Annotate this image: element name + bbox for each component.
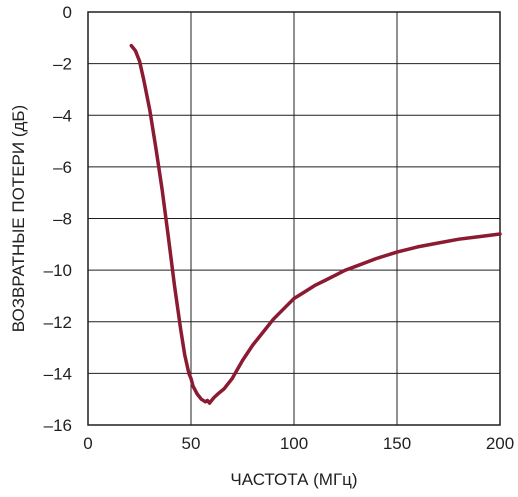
y-tick-label: –8 <box>53 210 72 229</box>
series-line-0 <box>129 43 502 405</box>
x-tick-label: 200 <box>486 434 514 453</box>
y-tick-label: –14 <box>44 364 72 383</box>
x-tick-label: 100 <box>280 434 308 453</box>
grid <box>87 11 501 426</box>
x-tick-label: 50 <box>182 434 201 453</box>
x-axis-title: ЧАСТОТА (МГц) <box>230 470 357 489</box>
y-axis-title: ВОЗВРАТНЫЕ ПОТЕРИ (дБ) <box>9 105 28 332</box>
y-tick-label: –6 <box>53 158 72 177</box>
x-tick-label: 0 <box>83 434 92 453</box>
y-tick-label: –4 <box>53 106 72 125</box>
y-tick-label: 0 <box>63 3 72 22</box>
y-tick-label: –16 <box>44 416 72 435</box>
y-tick-label: –12 <box>44 313 72 332</box>
x-tick-label: 150 <box>383 434 411 453</box>
x-tick-labels: 0 50 100 150 200 <box>83 434 514 453</box>
plot-frame <box>87 11 501 426</box>
y-tick-labels: 0 –2 –4 –6 –8 –10 –12 –14 –16 <box>44 3 72 435</box>
y-tick-label: –2 <box>53 55 72 74</box>
series <box>129 43 502 405</box>
y-tick-label: –10 <box>44 261 72 280</box>
